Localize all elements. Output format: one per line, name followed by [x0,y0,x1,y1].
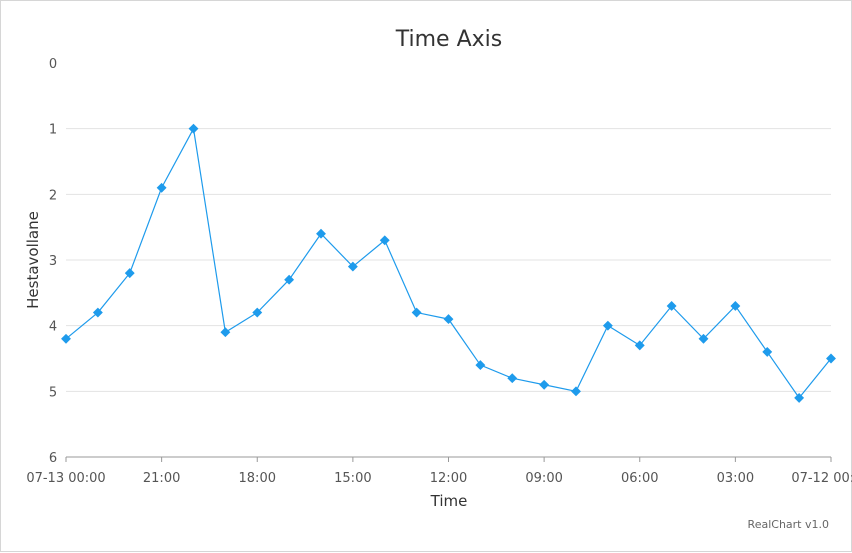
data-point[interactable] [730,301,741,311]
series-line [65,126,832,399]
x-tick-label: 07-12 00:00 [791,471,852,486]
x-tick-label: 06:00 [621,471,658,486]
y-axis-title: Hestavollane [24,211,42,309]
data-point[interactable] [571,386,581,397]
y-tick-label: 6 [49,451,57,466]
y-tick-label: 1 [49,123,57,138]
series-layer [61,123,836,403]
x-axis-title: Time [430,492,468,510]
data-point[interactable] [826,353,836,364]
data-point[interactable] [762,346,773,357]
x-tick-label: 18:00 [239,471,276,486]
x-tick-label: 09:00 [525,471,562,486]
data-point[interactable] [634,340,645,351]
y-axis-ticks: 0 1 2 3 4 5 6 [49,57,57,466]
data-point[interactable] [188,123,199,134]
data-point[interactable] [666,301,677,311]
data-point[interactable] [411,307,422,318]
x-tick-label: 07-13 00:00 [26,471,105,486]
x-tick-label: 12:00 [430,471,467,486]
data-point[interactable] [347,261,358,272]
grid-lines [66,128,831,392]
data-point[interactable] [284,274,295,285]
data-point[interactable] [156,182,167,193]
y-tick-label: 5 [49,385,57,400]
x-axis-ticks: 07-13 00:00 21:00 18:00 15:00 12:00 09:00 06:0… [26,457,852,486]
data-point[interactable] [252,307,263,318]
data-point[interactable] [794,392,805,403]
chart-credit: RealChart v1.0 [748,518,829,531]
x-tick-label: 21:00 [143,471,180,486]
data-point[interactable] [507,373,518,384]
data-point[interactable] [602,320,613,331]
data-point[interactable] [443,314,454,325]
chart-title: Time Axis [395,27,502,52]
y-tick-label: 3 [49,254,57,269]
x-tick-label: 15:00 [334,471,371,486]
data-point[interactable] [220,327,231,338]
y-tick-label: 0 [49,57,57,72]
y-tick-label: 2 [49,188,57,203]
data-point[interactable] [539,379,550,390]
x-tick-label: 03:00 [717,471,754,486]
y-tick-label: 4 [49,320,57,335]
data-point[interactable] [475,360,486,371]
data-point[interactable] [379,235,390,246]
data-point[interactable] [316,228,326,239]
data-point[interactable] [698,333,709,344]
